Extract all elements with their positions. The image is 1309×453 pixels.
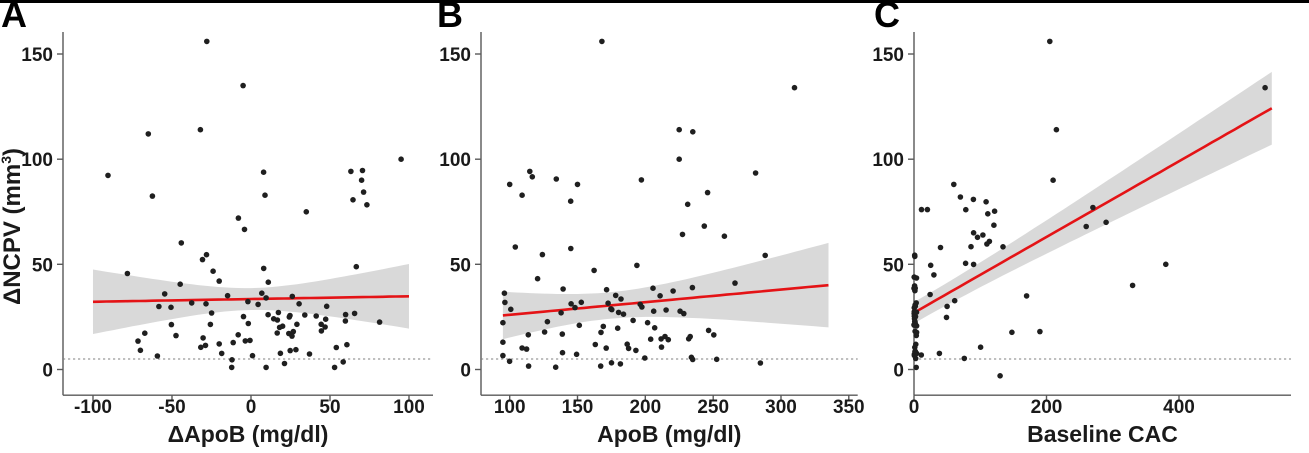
svg-text:50: 50 [450, 255, 471, 276]
svg-text:0: 0 [246, 397, 257, 418]
svg-text:350: 350 [833, 397, 865, 418]
svg-text:100: 100 [393, 397, 425, 418]
svg-text:-100: -100 [74, 397, 112, 418]
svg-text:150: 150 [562, 397, 594, 418]
svg-text:100: 100 [873, 150, 904, 171]
svg-text:ApoB (mg/dl): ApoB (mg/dl) [597, 421, 741, 447]
svg-text:0: 0 [893, 360, 904, 381]
svg-text:B: B [437, 0, 463, 35]
svg-text:50: 50 [883, 255, 904, 276]
svg-text:200: 200 [1030, 397, 1062, 418]
svg-text:100: 100 [21, 150, 53, 171]
svg-text:250: 250 [698, 397, 730, 418]
svg-text:100: 100 [494, 397, 526, 418]
svg-text:150: 150 [21, 45, 53, 66]
svg-text:ΔApoB (mg/dl): ΔApoB (mg/dl) [168, 421, 329, 447]
svg-text:0: 0 [461, 360, 472, 381]
svg-text:Baseline CAC: Baseline CAC [1027, 421, 1178, 447]
svg-text:200: 200 [630, 397, 662, 418]
svg-text:C: C [874, 0, 900, 35]
svg-text:0: 0 [908, 397, 919, 418]
svg-text:150: 150 [440, 45, 472, 66]
svg-text:400: 400 [1163, 397, 1195, 418]
svg-text:150: 150 [873, 45, 904, 66]
svg-text:50: 50 [319, 397, 340, 418]
svg-text:50: 50 [32, 255, 53, 276]
svg-text:300: 300 [765, 397, 797, 418]
svg-text:-50: -50 [158, 397, 185, 418]
svg-text:0: 0 [42, 360, 53, 381]
svg-text:100: 100 [440, 150, 472, 171]
